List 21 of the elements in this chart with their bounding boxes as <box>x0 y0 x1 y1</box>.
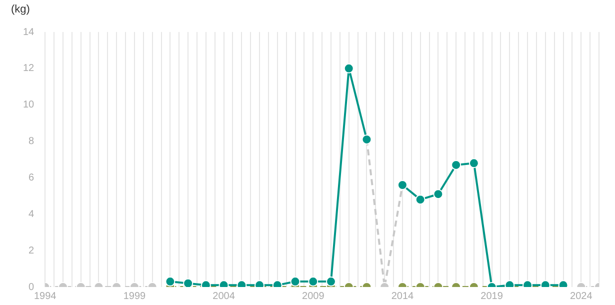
point <box>451 160 462 170</box>
x-tick-label: 2009 <box>302 290 325 302</box>
x-tick-label: 2014 <box>391 290 414 302</box>
y-axis-title: (kg) <box>11 4 30 16</box>
x-tick-label: 1994 <box>34 290 57 302</box>
point <box>468 158 479 168</box>
point <box>433 189 444 200</box>
x-tick-label: 2004 <box>212 290 236 302</box>
y-tick-label: 8 <box>28 136 35 148</box>
x-tick-label: 1999 <box>123 290 146 302</box>
y-tick-label: 12 <box>23 63 35 74</box>
point <box>183 278 194 287</box>
y-tick-label: 10 <box>23 100 35 111</box>
y-tick-label: 6 <box>28 172 35 184</box>
y-tick-label: 4 <box>28 208 35 220</box>
x-tick-label: 2024 <box>570 290 593 302</box>
point <box>415 194 426 205</box>
x-tick-label: 2019 <box>480 290 504 302</box>
y-tick-label: 14 <box>23 26 35 38</box>
y-tick-label: 0 <box>28 282 35 293</box>
y-tick-label: 2 <box>28 245 35 256</box>
